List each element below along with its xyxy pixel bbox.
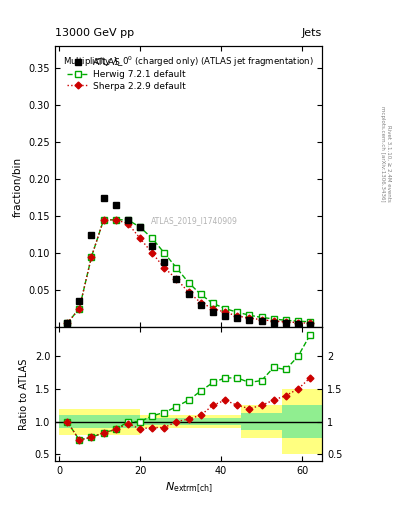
Herwig 7.2.1 default [65, 320, 70, 326]
Sherpa 2.2.9 default [283, 319, 288, 325]
Herwig 7.2.1 default [101, 217, 106, 223]
Sherpa 2.2.9 default [162, 265, 167, 271]
Sherpa 2.2.9 default [223, 309, 228, 315]
ATLAS [259, 318, 264, 324]
ATLAS [101, 195, 106, 201]
Herwig 7.2.1 default [138, 224, 142, 230]
Y-axis label: fraction/bin: fraction/bin [13, 157, 23, 217]
ATLAS [271, 319, 276, 326]
Sherpa 2.2.9 default [174, 276, 179, 282]
Sherpa 2.2.9 default [150, 250, 154, 256]
ATLAS [247, 316, 252, 323]
Sherpa 2.2.9 default [271, 318, 276, 324]
Herwig 7.2.1 default [114, 217, 118, 223]
Herwig 7.2.1 default [247, 312, 252, 318]
ATLAS [211, 309, 215, 315]
X-axis label: $N_{\rm extrm[ch]}$: $N_{\rm extrm[ch]}$ [165, 481, 213, 496]
Y-axis label: Ratio to ATLAS: Ratio to ATLAS [19, 358, 29, 430]
Line: Sherpa 2.2.9 default: Sherpa 2.2.9 default [65, 218, 312, 326]
Sherpa 2.2.9 default [138, 235, 142, 241]
Herwig 7.2.1 default [235, 309, 240, 315]
ATLAS [65, 320, 70, 326]
ATLAS [198, 302, 203, 308]
Herwig 7.2.1 default [259, 314, 264, 321]
Line: Herwig 7.2.1 default: Herwig 7.2.1 default [64, 217, 313, 326]
Sherpa 2.2.9 default [235, 313, 240, 319]
Sherpa 2.2.9 default [186, 289, 191, 295]
ATLAS [223, 313, 228, 319]
Herwig 7.2.1 default [150, 235, 154, 241]
Sherpa 2.2.9 default [77, 306, 82, 312]
Sherpa 2.2.9 default [259, 316, 264, 323]
Herwig 7.2.1 default [223, 306, 228, 312]
Text: Jets: Jets [302, 28, 322, 38]
ATLAS [89, 231, 94, 238]
Sherpa 2.2.9 default [125, 221, 130, 227]
ATLAS [125, 217, 130, 223]
Herwig 7.2.1 default [308, 319, 312, 325]
Herwig 7.2.1 default [186, 280, 191, 286]
Herwig 7.2.1 default [77, 306, 82, 312]
Herwig 7.2.1 default [125, 217, 130, 223]
ATLAS [308, 322, 312, 328]
Herwig 7.2.1 default [174, 265, 179, 271]
Line: ATLAS: ATLAS [64, 195, 313, 328]
Legend: ATLAS, Herwig 7.2.1 default, Sherpa 2.2.9 default: ATLAS, Herwig 7.2.1 default, Sherpa 2.2.… [63, 54, 189, 94]
Herwig 7.2.1 default [211, 301, 215, 307]
ATLAS [174, 276, 179, 282]
Herwig 7.2.1 default [162, 250, 167, 256]
ATLAS [77, 298, 82, 304]
ATLAS [186, 291, 191, 297]
ATLAS [235, 315, 240, 321]
Herwig 7.2.1 default [198, 291, 203, 297]
ATLAS [296, 321, 300, 327]
Sherpa 2.2.9 default [247, 315, 252, 321]
Text: Multiplicity $\lambda\_0^0$ (charged only) (ATLAS jet fragmentation): Multiplicity $\lambda\_0^0$ (charged onl… [63, 54, 314, 69]
Herwig 7.2.1 default [296, 318, 300, 324]
Herwig 7.2.1 default [89, 254, 94, 260]
Text: ATLAS_2019_I1740909: ATLAS_2019_I1740909 [151, 216, 237, 225]
Sherpa 2.2.9 default [65, 320, 70, 326]
Sherpa 2.2.9 default [308, 320, 312, 326]
Text: Rivet 3.1.10, ≥ 2.4M events
mcplots.cern.ch [arXiv:1306.3436]: Rivet 3.1.10, ≥ 2.4M events mcplots.cern… [380, 106, 391, 201]
Sherpa 2.2.9 default [114, 217, 118, 223]
ATLAS [138, 224, 142, 230]
Sherpa 2.2.9 default [101, 217, 106, 223]
Sherpa 2.2.9 default [296, 319, 300, 326]
Sherpa 2.2.9 default [89, 254, 94, 260]
ATLAS [150, 243, 154, 249]
Text: 13000 GeV pp: 13000 GeV pp [55, 28, 134, 38]
Sherpa 2.2.9 default [198, 300, 203, 306]
Herwig 7.2.1 default [283, 317, 288, 324]
Sherpa 2.2.9 default [211, 306, 215, 312]
Herwig 7.2.1 default [271, 316, 276, 322]
ATLAS [114, 202, 118, 208]
ATLAS [162, 259, 167, 265]
ATLAS [283, 320, 288, 326]
